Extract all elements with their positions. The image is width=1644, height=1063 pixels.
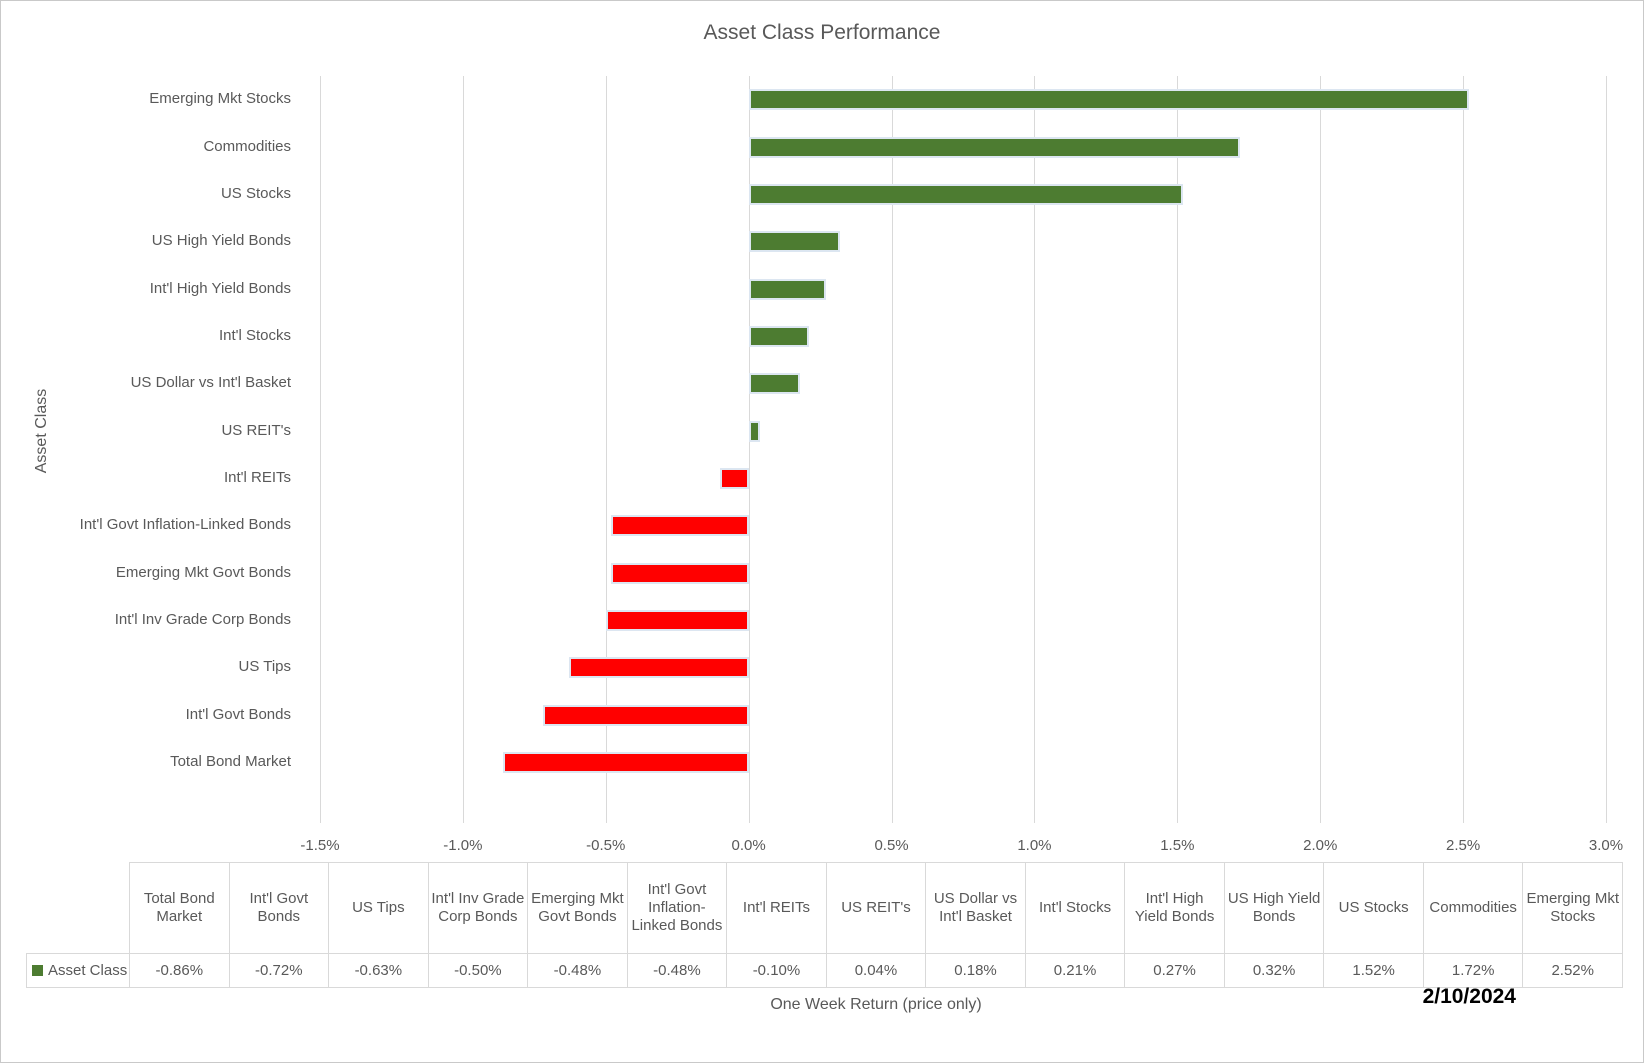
bar <box>502 751 749 773</box>
table-column-header: Int'l Stocks <box>1024 862 1126 954</box>
table-column-header: Int'l High Yield Bonds <box>1124 862 1225 954</box>
table-value-cell: -0.63% <box>328 953 429 988</box>
table-value-cell: 1.72% <box>1422 953 1524 988</box>
bar <box>568 657 749 679</box>
gridline <box>1177 76 1179 823</box>
table-column-header: Emerging Mkt Govt Bonds <box>527 862 628 954</box>
category-label: US Tips <box>238 658 291 676</box>
bar <box>748 420 761 442</box>
x-axis-tick-label: -1.0% <box>443 837 483 854</box>
bar <box>611 562 749 584</box>
table-value-cell: 0.32% <box>1223 953 1325 988</box>
bar <box>748 183 1184 205</box>
category-label: Int'l Govt Bonds <box>185 705 291 723</box>
x-axis-tick-label: -1.5% <box>300 837 340 854</box>
table-column-header: Int'l REITs <box>726 862 827 954</box>
chart-title: Asset Class Performance <box>703 21 941 44</box>
report-date: 2/10/2024 <box>1422 985 1516 1008</box>
bar <box>720 467 749 489</box>
gridline <box>1606 76 1607 823</box>
category-label: US Dollar vs Int'l Basket <box>130 374 291 392</box>
bar <box>611 515 749 537</box>
bar <box>748 325 809 347</box>
category-label: Int'l Govt Inflation-Linked Bonds <box>79 516 291 534</box>
table-column-header: Int'l Govt Bonds <box>228 862 330 954</box>
x-axis-tick-label: -0.5% <box>586 837 626 854</box>
table-value-cell: -0.48% <box>527 953 628 988</box>
x-axis-tick-label: 3.0% <box>1588 837 1624 854</box>
bar <box>748 278 826 300</box>
category-label: Total Bond Market <box>170 753 291 771</box>
table-corner-cell <box>27 863 130 954</box>
category-label: Int'l REITs <box>223 469 291 487</box>
gridline <box>320 76 321 823</box>
table-value-cell: 0.18% <box>925 953 1026 988</box>
table-column-header: Total Bond Market <box>129 862 230 954</box>
category-label: US High Yield Bonds <box>151 232 291 250</box>
table-column-header: Emerging Mkt Stocks <box>1522 862 1623 954</box>
table-value-cell: 1.52% <box>1323 953 1424 988</box>
category-label: US Stocks <box>220 185 291 203</box>
category-label: Int'l High Yield Bonds <box>149 279 291 297</box>
data-table-wrap: Total Bond Market Int'l Govt Bonds US Tips… <box>26 862 1623 988</box>
bar <box>748 136 1241 158</box>
gridline <box>891 76 893 823</box>
x-axis-title: One Week Return (price only) <box>770 996 982 1013</box>
table-column-header: Int'l Inv Grade Corp Bonds <box>427 862 529 954</box>
bar <box>748 89 1469 111</box>
table-column-header: US Dollar vs Int'l Basket <box>925 862 1026 954</box>
gridline <box>462 76 464 823</box>
table-column-header: US High Yield Bonds <box>1223 862 1325 954</box>
gridline <box>605 76 607 823</box>
category-label: Int'l Inv Grade Corp Bonds <box>114 611 291 629</box>
x-axis-tick-label: 0.5% <box>874 837 909 854</box>
gridline <box>1034 76 1036 823</box>
category-label: US REIT's <box>221 421 291 439</box>
bar <box>542 704 749 726</box>
table-column-header: Int'l Govt Inflation-Linked Bonds <box>626 862 728 954</box>
table-column-header: US REIT's <box>825 862 927 954</box>
table-value-cell: -0.48% <box>626 953 728 988</box>
bar <box>748 373 801 395</box>
table-value-cell: -0.50% <box>427 953 529 988</box>
table-value-cell: -0.10% <box>726 953 827 988</box>
bar <box>605 609 749 631</box>
x-axis-tick-label: 2.0% <box>1303 837 1338 854</box>
x-axis-tick-label: 1.5% <box>1160 837 1195 854</box>
table-column-header: US Stocks <box>1323 862 1424 954</box>
table-value-cell: 2.52% <box>1522 953 1623 988</box>
x-axis-tick-label: 0.0% <box>731 837 766 854</box>
table-value-cell: -0.86% <box>129 953 230 988</box>
category-label: Commodities <box>203 137 291 155</box>
x-axis-tick-label: 1.0% <box>1017 837 1052 854</box>
table-value-cell: -0.72% <box>228 953 330 988</box>
gridline <box>1463 76 1465 823</box>
table-value-cell: 0.04% <box>825 953 927 988</box>
category-label: Int'l Stocks <box>218 327 291 345</box>
bar <box>748 231 841 253</box>
gridline <box>748 76 750 823</box>
legend-label: Asset Class <box>48 961 128 979</box>
category-label: Emerging Mkt Stocks <box>149 90 291 108</box>
gridline <box>1320 76 1322 823</box>
x-axis-tick-label: 2.5% <box>1446 837 1481 854</box>
table-column-header: US Tips <box>328 862 429 954</box>
table-value-cell: 0.21% <box>1024 953 1126 988</box>
legend-swatch-icon <box>32 964 43 976</box>
legend-cell: Asset Class <box>26 953 130 988</box>
table-column-header: Commodities <box>1422 862 1524 954</box>
data-table: Total Bond Market Int'l Govt Bonds US Tips… <box>26 862 1623 988</box>
table-value-cell: 0.27% <box>1124 953 1225 988</box>
category-label: Emerging Mkt Govt Bonds <box>115 563 291 581</box>
